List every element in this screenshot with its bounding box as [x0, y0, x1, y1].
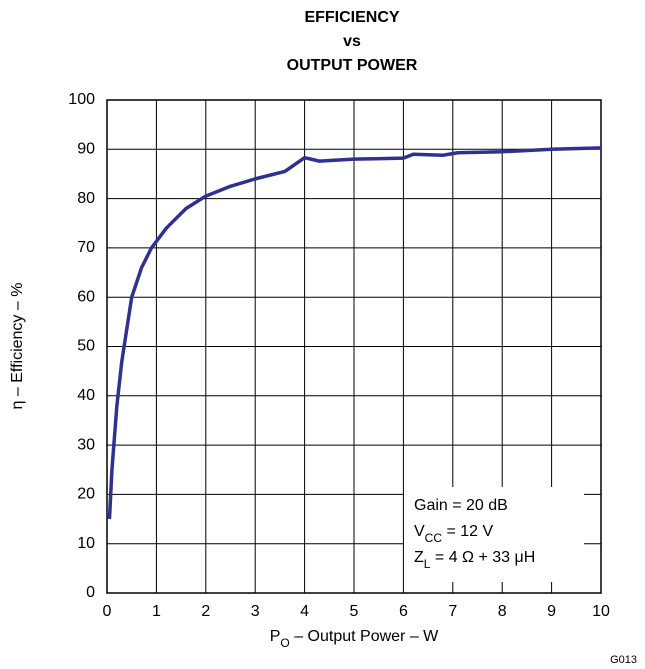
y-tick-label: 90 [77, 141, 95, 158]
y-tick-label: 20 [77, 486, 95, 503]
plot-frame [106, 99, 602, 594]
y-tick-label: 60 [77, 288, 95, 305]
annotation-part: Z [414, 549, 424, 566]
y-tick-label: 50 [77, 338, 95, 355]
y-tick-label: 30 [77, 436, 95, 453]
x-tick-label: 10 [592, 603, 610, 620]
x-tick-label: 1 [152, 603, 161, 620]
x-tick-label: 9 [547, 603, 556, 620]
annotation-part: = 4 Ω + 33 μH [430, 549, 535, 566]
y-axis-label: η – Efficiency – % [9, 283, 26, 410]
x-axis-label-part: – Output Power – W [290, 628, 439, 645]
x-tick-label: 8 [498, 603, 507, 620]
y-tick-label: 100 [68, 91, 95, 108]
x-axis-label-part: O [280, 636, 289, 650]
chart-title: vs [343, 33, 361, 50]
annotation: VCC = 12 V [414, 523, 493, 545]
chart-title: OUTPUT POWER [287, 57, 418, 74]
x-tick-label: 6 [399, 603, 408, 620]
x-tick-label: 2 [201, 603, 210, 620]
y-tick-label: 70 [77, 239, 95, 256]
chart-title: EFFICIENCY [304, 9, 399, 26]
figure-id: G013 [610, 654, 637, 666]
annotation-box [404, 487, 584, 582]
annotation: Gain = 20 dB [414, 497, 508, 514]
annotation: ZL = 4 Ω + 33 μH [414, 549, 535, 571]
y-tick-label: 40 [77, 387, 95, 404]
x-tick-label: 7 [448, 603, 457, 620]
x-axis-label-part: P [270, 628, 281, 645]
y-tick-label: 10 [77, 535, 95, 552]
annotation-part: Gain = 20 dB [414, 497, 508, 514]
annotation-part: = 12 V [442, 523, 493, 540]
x-tick-label: 0 [103, 603, 112, 620]
x-tick-label: 5 [350, 603, 359, 620]
x-tick-label: 3 [251, 603, 260, 620]
x-tick-label: 4 [300, 603, 309, 620]
annotation-part: V [414, 523, 425, 540]
x-axis-label: PO – Output Power – W [270, 628, 439, 650]
y-tick-label: 0 [86, 584, 95, 601]
y-tick-label: 80 [77, 190, 95, 207]
annotation-part: L [424, 557, 431, 571]
line-series [107, 146, 602, 520]
annotation-part: CC [425, 531, 443, 545]
